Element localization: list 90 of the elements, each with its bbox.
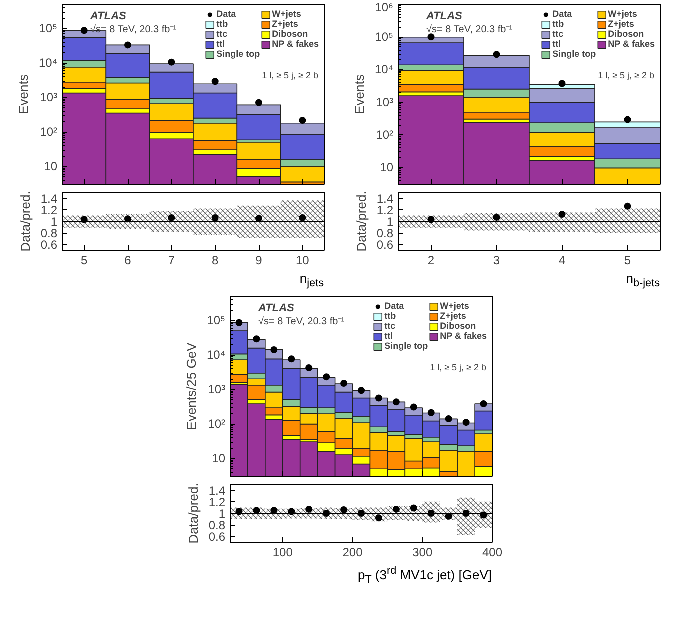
y-tick-label: 10⁵	[39, 22, 58, 36]
y-tick-label: 0.8	[40, 226, 58, 241]
y-axis-title: Events	[352, 74, 367, 114]
legend-label: Single top	[216, 49, 260, 59]
legend-label: Z+jets	[272, 19, 298, 29]
legend-label: Data	[552, 9, 573, 19]
x-tick-label: 400	[482, 546, 503, 560]
y-tick-label: 10⁵	[207, 314, 226, 328]
legend-label: NP & fakes	[608, 39, 655, 49]
x-axis-title: n$_{b-jets}$	[626, 271, 660, 291]
y-tick-label: 0.6	[40, 238, 58, 252]
x-tick-label: 6	[124, 254, 132, 268]
y-tick-label: 10²	[208, 417, 226, 432]
legend-label: ttc	[384, 321, 397, 331]
legend-label: W+jets	[440, 301, 470, 311]
legend-label: W+jets	[272, 9, 302, 19]
legend-label: Diboson	[440, 321, 476, 331]
annotation: 1 l, ≥ 5 j, ≥ 2 b	[430, 362, 486, 372]
x-tick-label: 5	[624, 254, 632, 268]
x-tick-label: 9	[256, 254, 263, 268]
legend-label: ttb	[384, 311, 398, 321]
x-tick-label: 10	[296, 254, 310, 268]
y-tick-label: 10⁴	[38, 56, 58, 70]
y-tick-label: 1	[50, 215, 58, 229]
legend-label: Z+jets	[608, 19, 634, 29]
legend-label: Diboson	[272, 29, 308, 39]
legend-label: Diboson	[608, 29, 644, 39]
x-tick-label: 3	[493, 254, 500, 268]
y-axis-title: Events/25 GeV	[184, 342, 199, 430]
x-tick-label: 200	[342, 546, 364, 560]
x-tick-label: 5	[80, 254, 88, 268]
y-tick-label: 10³	[40, 90, 58, 105]
y-tick-label: 10	[380, 160, 394, 174]
legend-label: ttl	[384, 331, 394, 341]
x-tick-label: 100	[272, 546, 294, 560]
annotation: ATLAS	[426, 10, 464, 22]
y-tick-label: 10²	[40, 125, 58, 140]
y-axis-title: Data/pred.	[354, 191, 369, 252]
y-tick-label: 0.6	[376, 238, 394, 252]
annotation: 1 l, ≥ 5 j, ≥ 2 b	[262, 70, 318, 80]
annotation: 1 l, ≥ 5 j, ≥ 2 b	[598, 70, 654, 80]
legend-label: ttb	[552, 19, 566, 29]
x-tick-label: 7	[168, 254, 176, 268]
x-axis-title: n$_{jets}$	[300, 271, 324, 291]
y-tick-label: 1	[386, 215, 394, 229]
y-tick-label: 10³	[208, 382, 226, 397]
y-tick-label: 1.4	[208, 484, 226, 498]
y-axis-title: Events	[16, 74, 31, 114]
y-tick-label: 10	[212, 451, 226, 466]
x-tick-label: 300	[412, 546, 433, 560]
annotation: ATLAS	[90, 10, 128, 22]
y-tick-label: 10	[44, 159, 58, 174]
y-tick-label: 1	[218, 507, 226, 521]
y-tick-label: 1.2	[376, 203, 394, 218]
y-axis-title: Data/pred.	[186, 483, 201, 544]
legend-label: ttc	[552, 29, 565, 39]
y-tick-label: 1.2	[40, 203, 58, 218]
y-tick-label: 1.4	[376, 192, 394, 206]
legend-label: NP & fakes	[272, 39, 319, 49]
y-tick-label: 0.8	[208, 518, 226, 533]
legend-label: ttb	[216, 19, 230, 29]
legend-label: Data	[216, 9, 237, 19]
legend-label: ttl	[216, 39, 226, 49]
y-tick-label: 10⁴	[206, 348, 226, 362]
y-tick-label: 10⁵	[375, 30, 394, 44]
y-tick-label: 0.8	[376, 226, 394, 241]
legend-label: Z+jets	[440, 311, 466, 321]
y-tick-label: 1.2	[208, 495, 226, 510]
legend-label: Single top	[384, 341, 428, 351]
legend-label: ttc	[216, 29, 229, 39]
legend-label: NP & fakes	[440, 331, 487, 341]
legend-label: ttl	[552, 39, 562, 49]
legend-label: Data	[384, 301, 405, 311]
annotation: √s= 8 TeV, 20.3 fb⁻¹	[426, 24, 514, 36]
legend-label: W+jets	[608, 9, 638, 19]
x-tick-label: 4	[558, 254, 566, 268]
x-axis-title: p$_{T}$ (3$^{rd}$ MV1c jet) [GeV]	[358, 564, 492, 587]
y-tick-label: 10³	[376, 95, 394, 110]
annotation: ATLAS	[258, 302, 296, 314]
y-axis-title: Data/pred.	[18, 191, 33, 252]
y-tick-label: 1.4	[40, 192, 58, 206]
y-tick-label: 10⁴	[374, 62, 394, 77]
annotation: √s= 8 TeV, 20.3 fb⁻¹	[90, 24, 178, 36]
x-tick-label: 8	[212, 254, 219, 268]
y-tick-label: 0.6	[208, 530, 226, 544]
legend-label: Single top	[552, 49, 596, 59]
y-tick-label: 10⁶	[375, 0, 394, 14]
annotation: √s= 8 TeV, 20.3 fb⁻¹	[258, 316, 346, 328]
y-tick-label: 10²	[376, 128, 394, 142]
x-tick-label: 2	[428, 254, 435, 268]
